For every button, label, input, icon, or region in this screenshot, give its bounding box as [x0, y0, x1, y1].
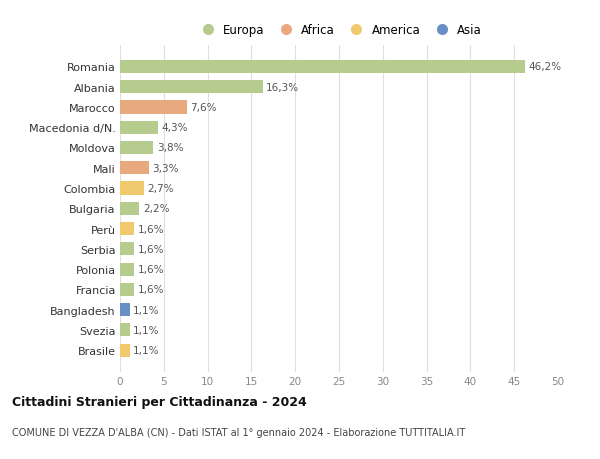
Text: 7,6%: 7,6% — [190, 103, 217, 113]
Bar — [120, 303, 130, 317]
Bar — [120, 223, 134, 235]
Text: 1,1%: 1,1% — [133, 346, 160, 355]
Bar — [120, 182, 143, 195]
Bar — [120, 243, 134, 256]
Text: Cittadini Stranieri per Cittadinanza - 2024: Cittadini Stranieri per Cittadinanza - 2… — [12, 395, 307, 408]
Legend: Europa, Africa, America, Asia: Europa, Africa, America, Asia — [191, 19, 487, 42]
Text: 1,6%: 1,6% — [137, 244, 164, 254]
Bar — [120, 81, 263, 94]
Bar — [120, 202, 139, 215]
Text: 1,6%: 1,6% — [137, 264, 164, 274]
Text: 3,3%: 3,3% — [152, 163, 179, 174]
Bar — [120, 263, 134, 276]
Bar — [120, 344, 130, 357]
Bar — [120, 121, 158, 134]
Bar — [120, 162, 149, 175]
Bar — [120, 324, 130, 337]
Bar — [120, 283, 134, 297]
Text: 2,7%: 2,7% — [147, 184, 173, 194]
Text: 1,1%: 1,1% — [133, 305, 160, 315]
Text: 16,3%: 16,3% — [266, 83, 299, 93]
Bar — [120, 61, 525, 74]
Text: 2,2%: 2,2% — [143, 204, 169, 214]
Text: 1,1%: 1,1% — [133, 325, 160, 335]
Text: COMUNE DI VEZZA D'ALBA (CN) - Dati ISTAT al 1° gennaio 2024 - Elaborazione TUTTI: COMUNE DI VEZZA D'ALBA (CN) - Dati ISTAT… — [12, 427, 465, 437]
Text: 46,2%: 46,2% — [528, 62, 562, 72]
Bar — [120, 142, 153, 155]
Bar — [120, 101, 187, 114]
Text: 4,3%: 4,3% — [161, 123, 188, 133]
Text: 1,6%: 1,6% — [137, 285, 164, 295]
Text: 3,8%: 3,8% — [157, 143, 183, 153]
Text: 1,6%: 1,6% — [137, 224, 164, 234]
